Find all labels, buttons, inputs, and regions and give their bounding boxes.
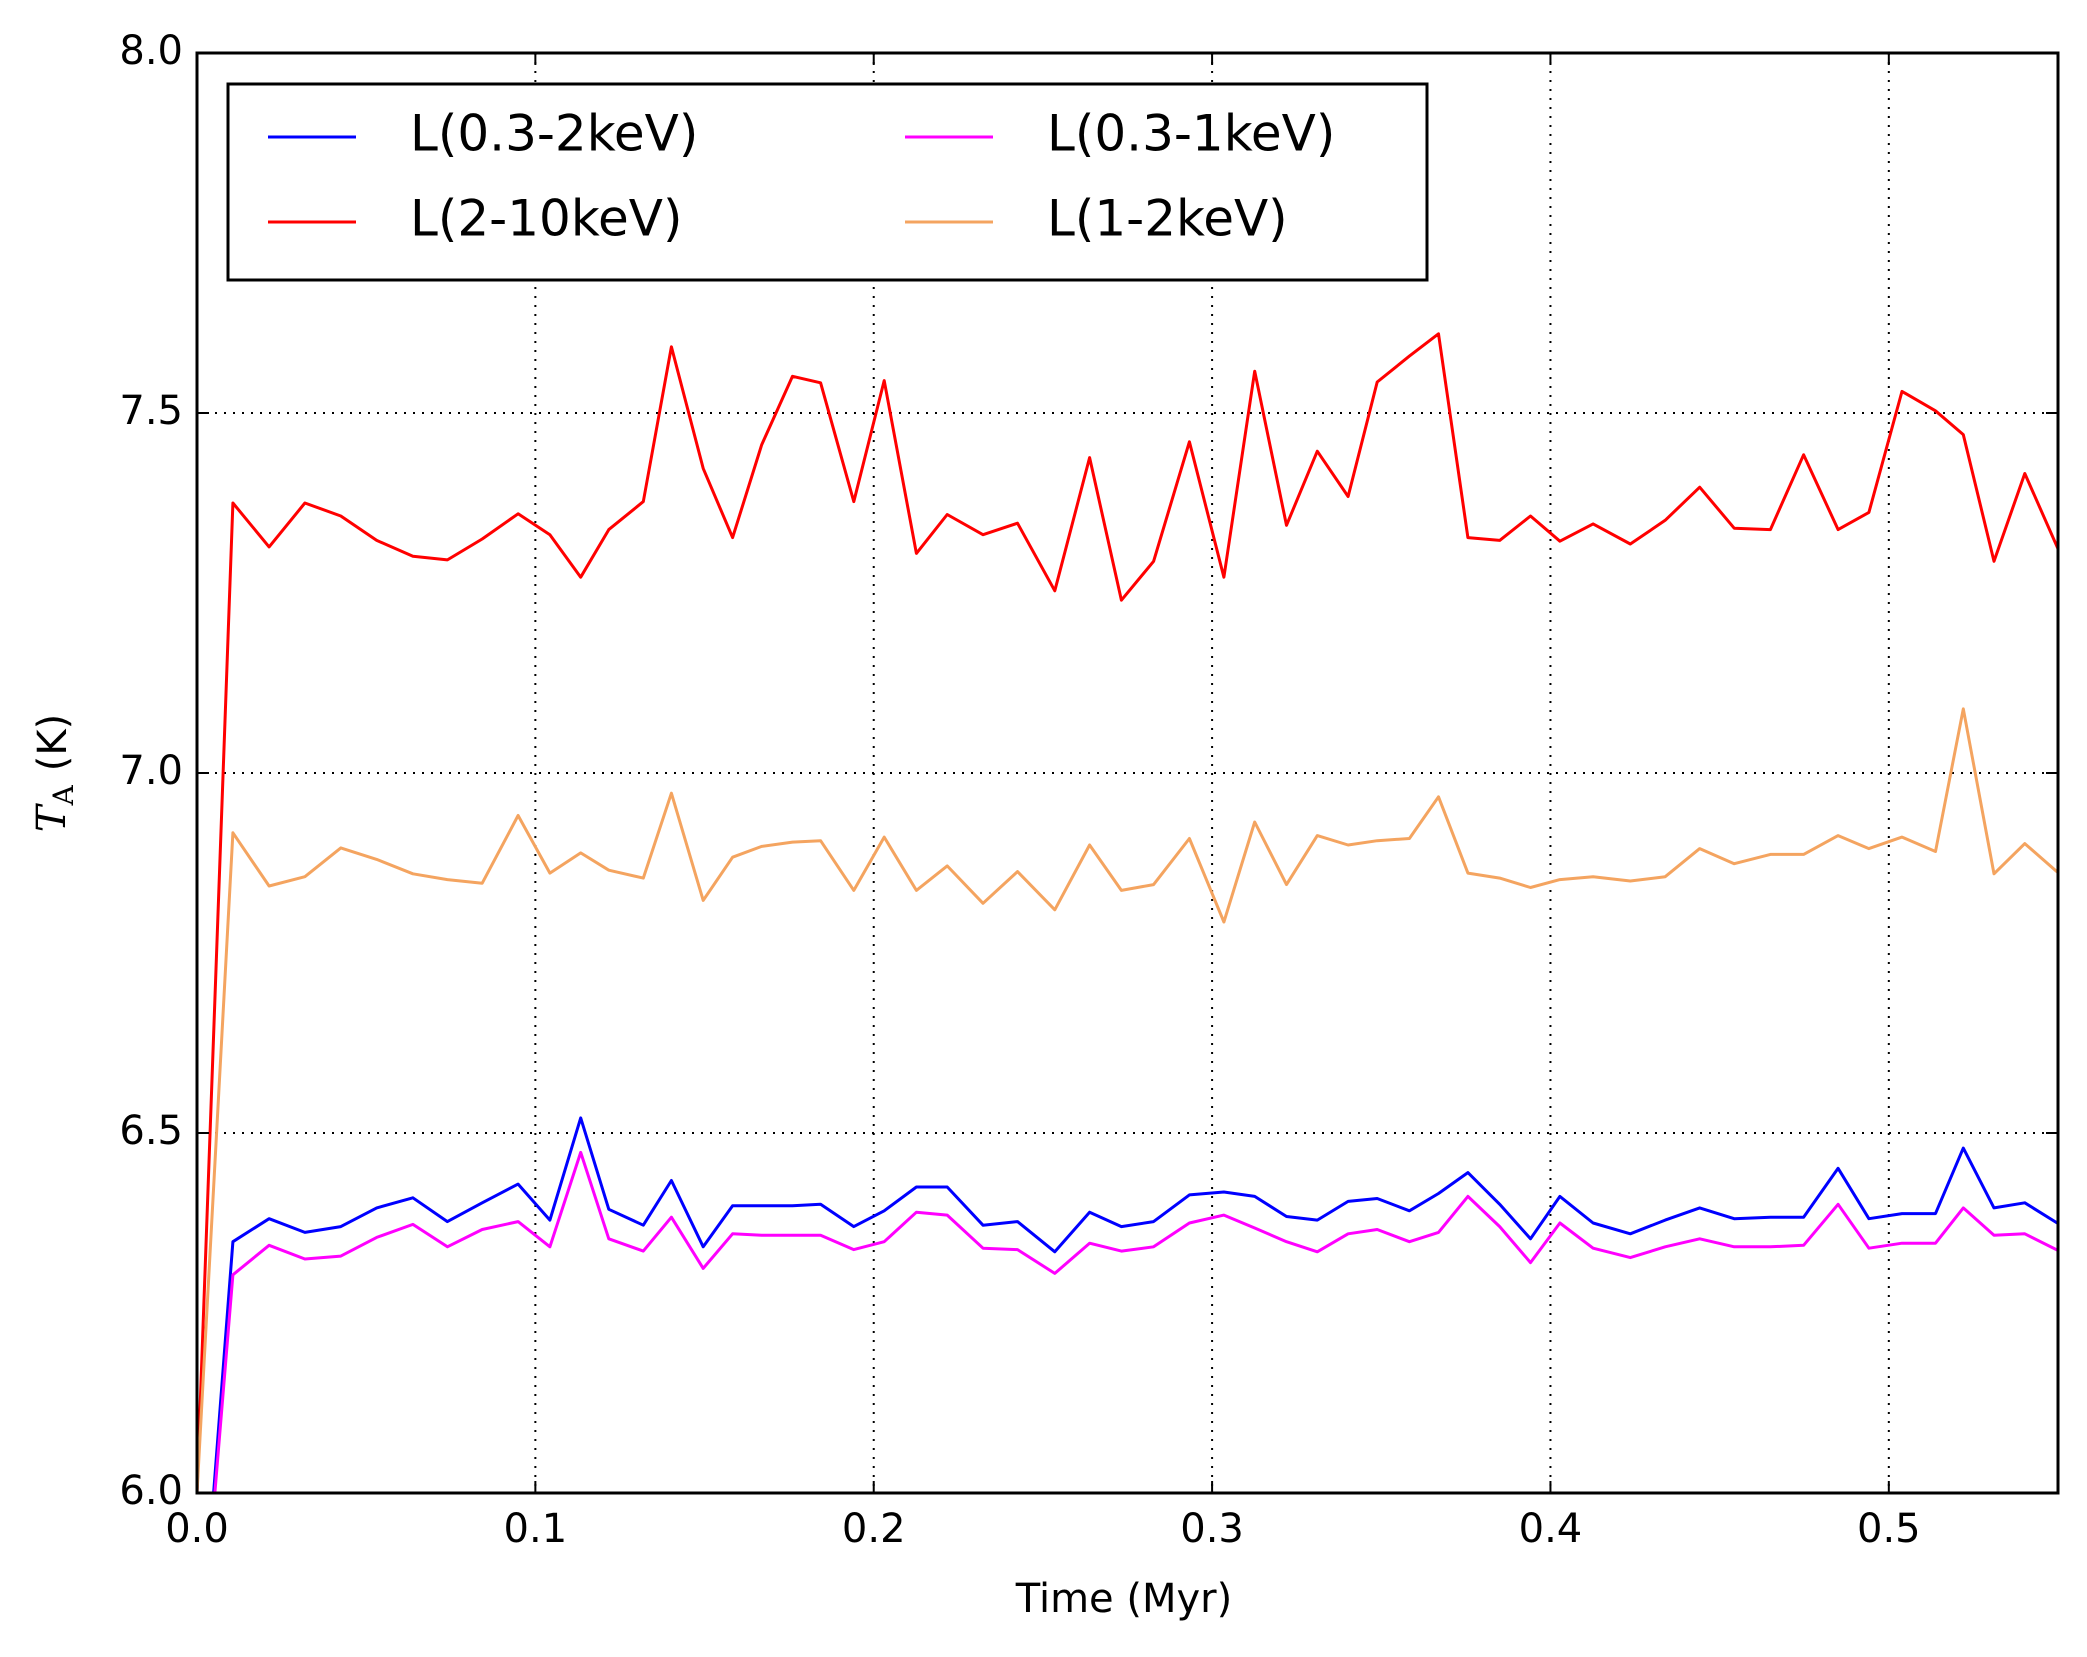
legend-label: L(0.3-2keV) (410, 105, 698, 163)
y-tick-label: 6.0 (119, 1468, 183, 1514)
legend-label: L(1-2keV) (1047, 190, 1288, 248)
x-tick-label: 0.0 (165, 1506, 229, 1552)
x-tick-label: 0.5 (1857, 1506, 1921, 1552)
legend: L(0.3-2keV) L(2-10keV) L(0.3-1keV) L(1-2keV… (268, 105, 1335, 248)
y-tick-label: 7.0 (119, 748, 183, 794)
x-tick-label: 0.3 (1180, 1506, 1244, 1552)
y-tick-label: 7.5 (119, 388, 183, 434)
ticks: 0.0 0.1 0.2 0.3 0.4 0.5 6.0 6.5 7.0 7.5 8.0 (119, 28, 2058, 1552)
y-axis-label: TA (K) (29, 714, 80, 832)
legend-label: L(0.3-1keV) (1047, 105, 1335, 163)
x-tick-label: 0.2 (842, 1506, 906, 1552)
y-label-subscript: A (47, 785, 80, 807)
legend-label: L(2-10keV) (410, 190, 683, 248)
series-line (213, 1150, 2058, 1493)
series-line (197, 332, 2058, 1493)
y-tick-label: 8.0 (119, 28, 183, 74)
x-tick-label: 0.4 (1519, 1506, 1583, 1552)
x-axis-label: Time (Myr) (1015, 1576, 1232, 1622)
series-line (197, 707, 2058, 1493)
plot-lines (197, 332, 2058, 1493)
y-label-symbol: T (29, 802, 75, 832)
x-tick-label: 0.1 (504, 1506, 568, 1552)
y-label-unit: (K) (30, 714, 76, 771)
legend-box (226, 82, 1429, 282)
series-line (212, 1116, 2058, 1493)
y-tick-label: 6.5 (119, 1108, 183, 1154)
